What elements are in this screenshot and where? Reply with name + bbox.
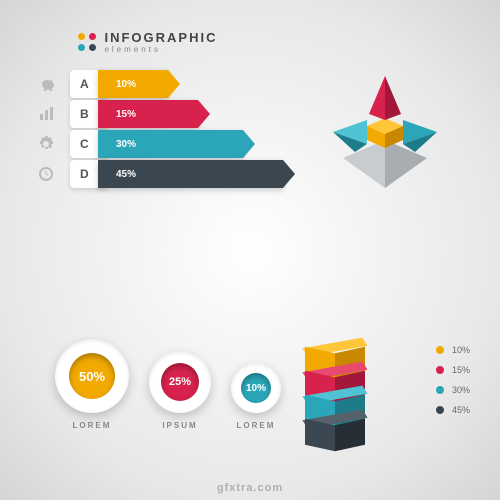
- title-line2: elements: [104, 45, 217, 54]
- legend-row: 10%: [436, 345, 470, 355]
- legend-row: 45%: [436, 405, 470, 415]
- dot: [78, 44, 85, 51]
- circle-item: 50% LOREM: [55, 339, 129, 430]
- bar-value: 45%: [98, 160, 283, 188]
- percentage-circles: 50% LOREM 25% IPSUM 10% LOREM: [55, 339, 281, 430]
- header: INFOGRAPHIC elements: [78, 30, 217, 54]
- legend-label: 15%: [452, 365, 470, 375]
- legend-dot-icon: [436, 386, 444, 394]
- watermark: gfxtra.com: [217, 482, 283, 494]
- star-3d-shape: [325, 70, 445, 190]
- ring: 25%: [149, 351, 211, 413]
- legend-label: 45%: [452, 405, 470, 415]
- legend-label: 30%: [452, 385, 470, 395]
- chart-icon: [38, 106, 54, 122]
- dot: [78, 33, 85, 40]
- ring-value: 10%: [241, 373, 271, 403]
- piggy-icon: [38, 76, 54, 92]
- bar-row: B15%: [70, 100, 330, 128]
- cube-stack: [300, 344, 370, 440]
- ring-value: 25%: [161, 363, 199, 401]
- legend-dot-icon: [436, 406, 444, 414]
- clock-icon: [38, 166, 54, 182]
- legend-label: 10%: [452, 345, 470, 355]
- legend-row: 30%: [436, 385, 470, 395]
- dot: [89, 33, 96, 40]
- circle-item: 10% LOREM: [231, 363, 281, 430]
- ring: 50%: [55, 339, 129, 413]
- cube-layer: [305, 416, 365, 446]
- page-title: INFOGRAPHIC elements: [104, 30, 217, 54]
- gear-icon: [38, 136, 54, 152]
- circle-caption: LOREM: [231, 421, 281, 430]
- legend-dot-icon: [436, 346, 444, 354]
- circle-item: 25% IPSUM: [149, 351, 211, 430]
- bar-row: A10%: [70, 70, 330, 98]
- header-dots-icon: [78, 33, 96, 51]
- title-line1: INFOGRAPHIC: [104, 30, 217, 45]
- legend: 10% 15% 30% 45%: [436, 345, 470, 425]
- legend-row: 15%: [436, 365, 470, 375]
- bar-row: D45%: [70, 160, 330, 188]
- ring-value: 50%: [69, 353, 115, 399]
- bar-value: 10%: [98, 70, 168, 98]
- circle-caption: LOREM: [55, 421, 129, 430]
- dot: [89, 44, 96, 51]
- legend-dot-icon: [436, 366, 444, 374]
- arrow-bar-chart: A10%B15%C30%D45%: [70, 70, 330, 190]
- bar-value: 30%: [98, 130, 243, 158]
- circle-caption: IPSUM: [149, 421, 211, 430]
- bar-value: 15%: [98, 100, 198, 128]
- ring: 10%: [231, 363, 281, 413]
- bar-row: C30%: [70, 130, 330, 158]
